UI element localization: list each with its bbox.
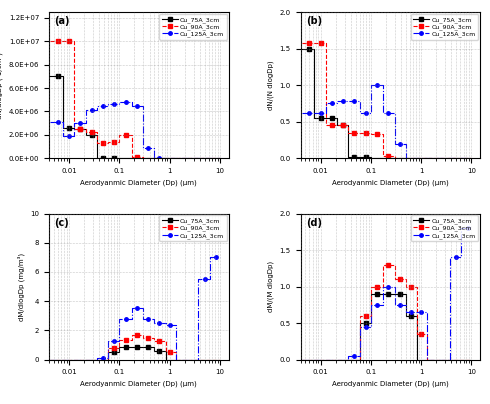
- Text: (d): (d): [306, 218, 322, 228]
- Y-axis label: dN/dlogDp ( 1/cm³): dN/dlogDp ( 1/cm³): [0, 52, 3, 118]
- Legend: Cu_75A_3cm, Cu_90A_3cm, Cu_125A_3cm: Cu_75A_3cm, Cu_90A_3cm, Cu_125A_3cm: [411, 215, 478, 241]
- Y-axis label: dN/(N dlogDp): dN/(N dlogDp): [268, 60, 274, 110]
- X-axis label: Aerodyanmic Diameter (Dp) (μm): Aerodyanmic Diameter (Dp) (μm): [80, 381, 197, 387]
- Legend: Cu_75A_3cm, Cu_90A_3cm, Cu_125A_3cm: Cu_75A_3cm, Cu_90A_3cm, Cu_125A_3cm: [159, 14, 227, 40]
- X-axis label: Aerodyanmic Diameter (Dp) (μm): Aerodyanmic Diameter (Dp) (μm): [332, 381, 449, 387]
- X-axis label: Aerodyanmic Diameter (Dp) (μm): Aerodyanmic Diameter (Dp) (μm): [80, 179, 197, 186]
- Text: (a): (a): [54, 17, 70, 27]
- Legend: Cu_75A_3cm, Cu_90A_3cm, Cu_125A_3cm: Cu_75A_3cm, Cu_90A_3cm, Cu_125A_3cm: [159, 215, 227, 241]
- Legend: Cu_75A_3cm, Cu_90A_3cm, Cu_125A_3cm: Cu_75A_3cm, Cu_90A_3cm, Cu_125A_3cm: [411, 14, 478, 40]
- Y-axis label: dM/(M dlogDp): dM/(M dlogDp): [268, 261, 274, 312]
- Text: (b): (b): [306, 17, 322, 27]
- Text: (c): (c): [54, 218, 69, 228]
- Y-axis label: dM/dlogDp (mg/m³): dM/dlogDp (mg/m³): [17, 252, 24, 321]
- X-axis label: Aerodyanmic Diameter (Dp) (μm): Aerodyanmic Diameter (Dp) (μm): [332, 179, 449, 186]
